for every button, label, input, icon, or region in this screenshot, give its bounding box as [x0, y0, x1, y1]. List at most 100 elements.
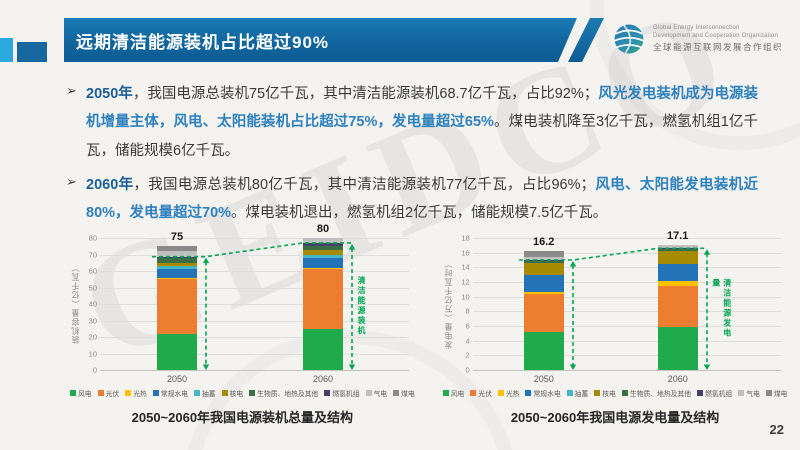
y-tick-label: 20: [88, 332, 97, 342]
legend-swatch: [738, 390, 745, 396]
legend-item: 光伏: [97, 388, 120, 398]
legend-item: 气电: [365, 388, 388, 398]
legend-label: 光伏: [105, 391, 120, 398]
legend-label: 风电: [78, 391, 92, 398]
legend-swatch: [324, 390, 331, 396]
bullet-text: 2050年，我国电源总装机75亿千瓦，其中清洁能源装机68.7亿千瓦，占比92%…: [86, 80, 758, 165]
y-tick-label: 60: [88, 266, 97, 276]
legend-item: 风电: [70, 388, 92, 398]
bullet-segment: ，我国电源总装机75亿千瓦，其中清洁能源装机68.7亿千瓦，占比92%；: [132, 86, 599, 102]
legend-label: 常规水电: [533, 391, 561, 398]
chart-legend: 风电 光伏 光热 常规水电 抽蓄 核电 生物质、地热及其他 燃氢机组 气电 煤电: [442, 388, 788, 398]
legend-item: 常规水电: [525, 388, 561, 398]
bullet-item: ➢ 2050年，我国电源总装机75亿千瓦，其中清洁能源装机68.7亿千瓦，占比92…: [66, 80, 758, 165]
bullet-marker-icon: ➢: [66, 83, 77, 98]
gridline: [472, 340, 782, 342]
legend-label: 核电: [602, 391, 616, 398]
bar-segment: [657, 251, 698, 264]
decor-square-blue: [17, 42, 47, 62]
y-axis-ticks: 0 2 4 6 8 10 12 14 16 18: [455, 234, 473, 375]
y-tick-label: 18: [461, 233, 470, 243]
chart-legend: 风电 光伏 光热 常规水电 抽蓄 核电 生物质、地热及其他 燃氢机组 气电 煤电: [70, 388, 415, 398]
bar-segment: [303, 250, 343, 255]
bar-segment: [657, 281, 698, 286]
legend-swatch: [697, 390, 704, 396]
legend-item: 核电: [594, 388, 616, 398]
gridline: [472, 296, 782, 298]
bar-segment: [303, 267, 343, 270]
gridline: [472, 282, 782, 283]
legend-label: 核电: [229, 391, 244, 398]
charts-row: 装机容量（亿千瓦） 0 10 20 30 40 50 60 70 80 75 2050 80 2060…: [70, 223, 787, 426]
bullet-item: ➢ 2060年，我国电源总装机80亿千瓦，其中清洁能源装机77亿千瓦，占比96%；…: [66, 171, 758, 228]
bar-segment: [157, 277, 197, 280]
legend-item: 抽蓄: [193, 388, 216, 398]
bar-total-label: 17.1: [666, 229, 689, 242]
gridline: [472, 311, 782, 313]
y-tick-label: 8: [465, 306, 470, 316]
legend-label: 气电: [746, 391, 760, 398]
bullet-segment: 风电、太阳能发电装机近80%，发电量超过70%: [86, 176, 758, 222]
y-tick-label: 10: [88, 349, 97, 358]
bar-segment: [303, 254, 343, 258]
legend-label: 生物质、地热及其他: [629, 391, 692, 398]
legend-item: 气电: [738, 388, 760, 398]
clean-energy-label: 清洁能源装机: [357, 276, 366, 337]
legend-swatch: [393, 390, 400, 396]
legend-label: 气电: [373, 391, 388, 398]
legend-swatch: [193, 390, 200, 396]
y-axis-ticks: 0 10 20 30 40 50 60 70 80: [82, 234, 100, 375]
gridline: [100, 238, 409, 239]
y-tick-label: 0: [92, 365, 97, 375]
legend-swatch: [470, 390, 477, 396]
legend-item: 生物质、地热及其他: [249, 388, 318, 398]
bar-segment: [523, 274, 564, 276]
logo-name-en-line1: Global Energy Interconnection: [653, 25, 740, 32]
legend-label: 光热: [133, 391, 147, 398]
bar-segment: [657, 264, 698, 282]
y-tick-label: 12: [461, 277, 470, 287]
y-tick-label: 14: [461, 262, 470, 272]
y-axis-label: 发电量（万亿千瓦时）: [443, 259, 453, 349]
gridline: [100, 353, 409, 355]
bar-segment: [657, 244, 698, 249]
plot-area: 16.2 2050 17.1 2060 清洁能源发电量: [472, 230, 782, 384]
stacked-bar-2060: [303, 238, 343, 370]
bar-segment: [303, 257, 343, 268]
stacked-bar-2060: [657, 244, 698, 370]
bullet-text: 2060年，我国电源总装机80亿千瓦，其中清洁能源装机77亿千瓦，占比96%；风…: [86, 171, 758, 228]
decor-square-cyan: [0, 38, 13, 62]
gridline: [100, 304, 409, 305]
legend-label: 生物质、地热及其他: [257, 391, 319, 398]
logo-name-cn: 全球能源互联网发展合作组织: [653, 42, 784, 53]
bar-segment: [523, 294, 564, 332]
y-tick-label: 80: [88, 233, 97, 243]
legend-item: 燃氢机组: [697, 388, 732, 398]
bullet-list: ➢ 2050年，我国电源总装机75亿千瓦，其中清洁能源装机68.7亿千瓦，占比92…: [66, 80, 758, 233]
bar-segment: [523, 263, 564, 275]
gridline: [100, 271, 409, 272]
y-tick-label: 6: [465, 321, 470, 331]
y-tick-label: 16: [461, 248, 470, 258]
legend-item: 光热: [125, 388, 147, 398]
legend-item: 风电: [442, 388, 464, 398]
legend-swatch: [221, 390, 228, 396]
x-axis-label: 2060: [667, 374, 688, 384]
bar-segment: [157, 333, 197, 370]
gridline: [472, 326, 782, 327]
legend-label: 煤电: [773, 391, 788, 398]
x-axis-label: 2050: [166, 374, 188, 384]
bar-segment: [303, 238, 343, 243]
y-tick-label: 50: [88, 283, 97, 292]
legend-swatch: [365, 390, 372, 396]
legend-label: 燃氢机组: [705, 391, 733, 398]
legend-item: 光伏: [470, 388, 492, 398]
legend-label: 抽蓄: [201, 391, 216, 398]
bullet-segment: 2060年: [86, 176, 134, 193]
y-tick-label: 4: [465, 336, 470, 346]
chart-caption: 2050~2060年我国电源发电量及结构: [510, 410, 720, 425]
bar-segment: [523, 257, 564, 261]
chart-body: 装机容量（亿千瓦） 0 10 20 30 40 50 60 70 80 75 2050 80 2060…: [70, 223, 415, 384]
gridline: [100, 320, 409, 322]
legend-item: 抽蓄: [566, 388, 588, 398]
